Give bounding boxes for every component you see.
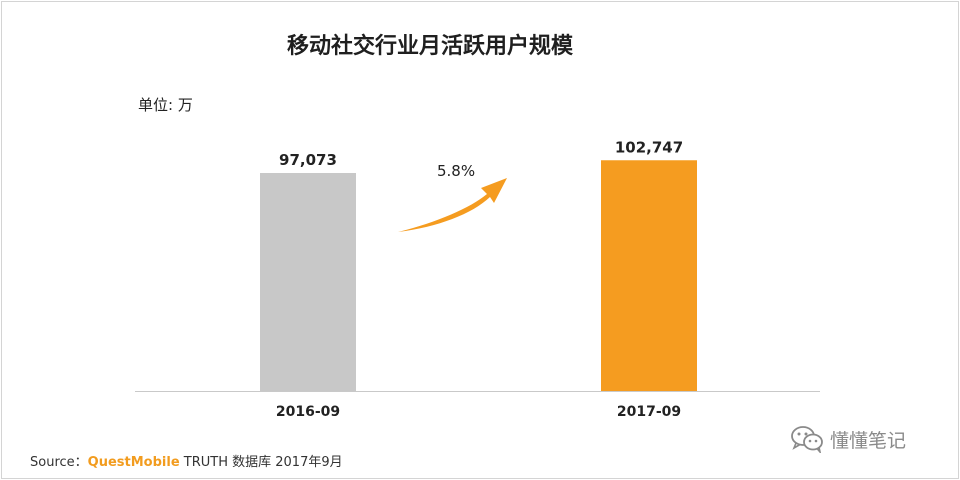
growth-arrow bbox=[398, 178, 507, 232]
x-tick-label-2016-09: 2016-09 bbox=[276, 404, 340, 420]
bar-2016-09 bbox=[260, 173, 356, 391]
bar-2017-09 bbox=[601, 160, 697, 391]
watermark-text: 懂懂笔记 bbox=[830, 429, 907, 452]
growth-label: 5.8% bbox=[437, 162, 475, 180]
source-line: Source：QuestMobile TRUTH 数据库 2017年9月 bbox=[30, 451, 343, 470]
wechat-icon bbox=[791, 426, 823, 453]
unit-label: 单位: 万 bbox=[138, 96, 193, 114]
watermark: 懂懂笔记 bbox=[790, 425, 906, 453]
x-tick-label-2017-09: 2017-09 bbox=[617, 404, 681, 420]
source-prefix: Source： bbox=[30, 455, 88, 470]
value-label-2017-09: 102,747 bbox=[615, 138, 683, 156]
chart-title: 移动社交行业月活跃用户规模 bbox=[287, 34, 574, 59]
source-brand: QuestMobile bbox=[87, 455, 180, 470]
source-rest: TRUTH 数据库 2017年9月 bbox=[183, 455, 343, 470]
value-label-2016-09: 97,073 bbox=[279, 151, 337, 169]
